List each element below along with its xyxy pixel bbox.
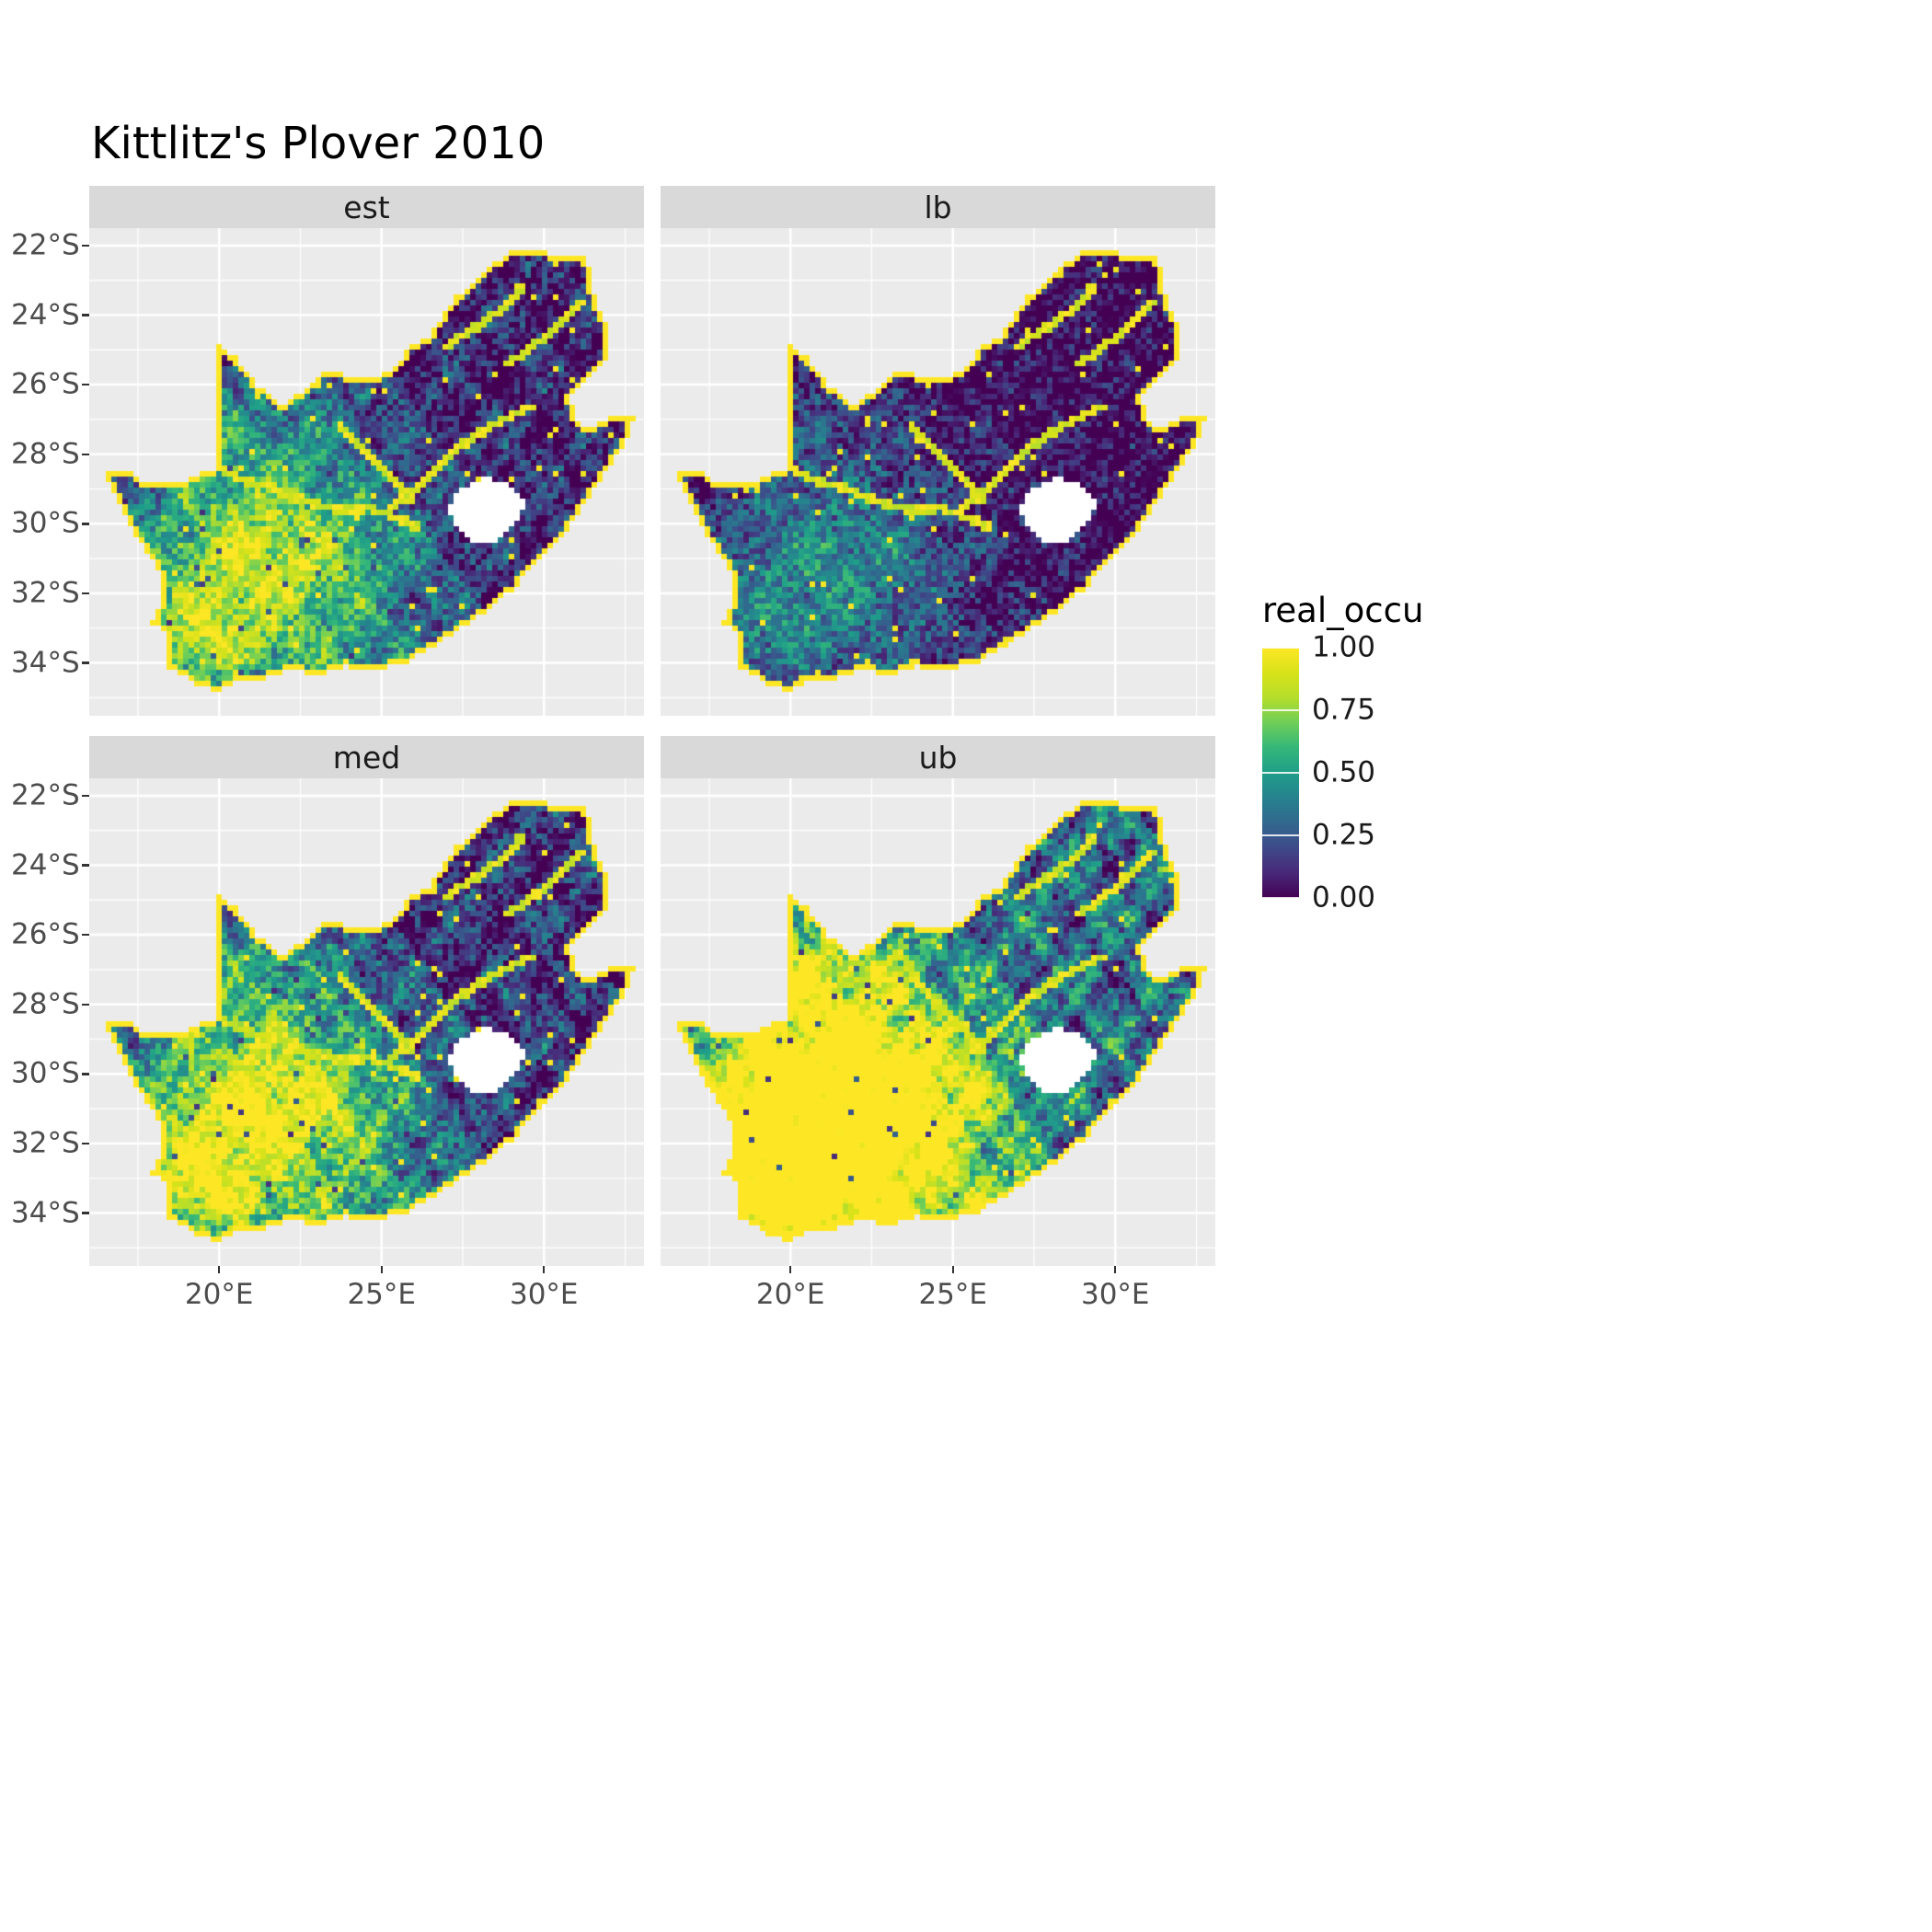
map-canvas-lb [661,228,1215,716]
y-axis-tick-label: 32°S [11,1126,80,1160]
map-canvas-med [89,778,644,1266]
legend-title: real_occu [1262,591,1424,630]
y-axis-tick-mark [82,244,89,247]
legend-tick-mark [1262,772,1299,774]
y-axis-tick-mark [82,933,89,937]
facet-strip-med: med [89,736,644,778]
y-axis-tick-mark [82,1212,89,1214]
y-axis-tick-label: 26°S [11,917,80,951]
x-axis-tick-label: 30°E [1080,1278,1150,1311]
y-axis-tick-mark [82,1073,89,1075]
map-canvas-est [89,228,644,716]
y-axis-tick-mark [82,523,89,525]
legend-tick-mark [1262,647,1299,649]
y-axis-tick-mark [82,592,89,595]
y-axis-tick-label: 28°S [11,987,80,1021]
x-axis-tick-mark [951,1266,954,1273]
y-axis-tick-label: 34°S [11,646,80,680]
x-axis-tick-label: 25°E [347,1278,417,1311]
y-axis-tick-mark [82,453,89,455]
y-axis-tick-label: 22°S [11,228,80,262]
y-axis-tick-label: 32°S [11,576,80,610]
y-axis-tick-label: 22°S [11,778,80,812]
y-axis-tick-label: 30°S [11,1056,80,1090]
facet-strip-label: lb [924,189,952,225]
y-axis-tick-mark [82,314,89,316]
x-axis-tick-mark [789,1266,792,1273]
legend-tick-label: 0.75 [1312,693,1376,727]
facet-strip-ub: ub [661,736,1215,778]
y-axis-tick-mark [82,661,89,664]
legend-tick-label: 0.00 [1312,880,1376,914]
map-canvas-ub [661,778,1215,1266]
legend-tick-label: 0.50 [1312,755,1376,789]
legend-tick-label: 1.00 [1312,630,1376,664]
facet-strip-label: ub [918,739,958,776]
legend: real_occu 1.00 0.75 0.50 0.25 0.00 [1262,591,1492,977]
x-axis-tick-label: 25°E [918,1278,988,1311]
facet-lb: lb [661,186,1215,716]
y-axis-tick-label: 34°S [11,1196,80,1230]
y-axis-tick-mark [82,864,89,867]
x-axis-tick-label: 20°E [755,1278,825,1311]
legend-tick-mark [1262,834,1299,836]
x-axis-tick-mark [380,1266,383,1273]
x-axis-tick-mark [1114,1266,1117,1273]
y-axis-tick-label: 24°S [11,848,80,881]
facet-ub: ub [661,736,1215,1266]
x-axis-tick-mark [543,1266,546,1273]
y-axis-tick-mark [82,383,89,386]
x-axis-tick-mark [218,1266,221,1273]
x-axis-tick-label: 30°E [509,1278,579,1311]
y-axis-tick-mark [82,794,89,798]
y-axis-tick-mark [82,1003,89,1006]
legend-tick-mark [1262,709,1299,711]
y-axis-tick-label: 30°S [11,506,80,540]
facet-strip-label: med [332,739,401,776]
facet-strip-est: est [89,186,644,228]
y-axis-tick-label: 28°S [11,437,80,471]
y-axis-tick-label: 26°S [11,367,80,401]
y-axis-tick-label: 24°S [11,298,80,331]
legend-tick-mark [1262,897,1299,899]
facet-strip-label: est [343,189,390,225]
y-axis-tick-mark [82,1142,89,1145]
facet-est: est [89,186,644,716]
facet-strip-lb: lb [661,186,1215,228]
plot-title: Kittlitz's Plover 2010 [91,118,546,169]
facet-med: med [89,736,644,1266]
x-axis-tick-label: 20°E [184,1278,254,1311]
legend-tick-label: 0.25 [1312,818,1376,852]
